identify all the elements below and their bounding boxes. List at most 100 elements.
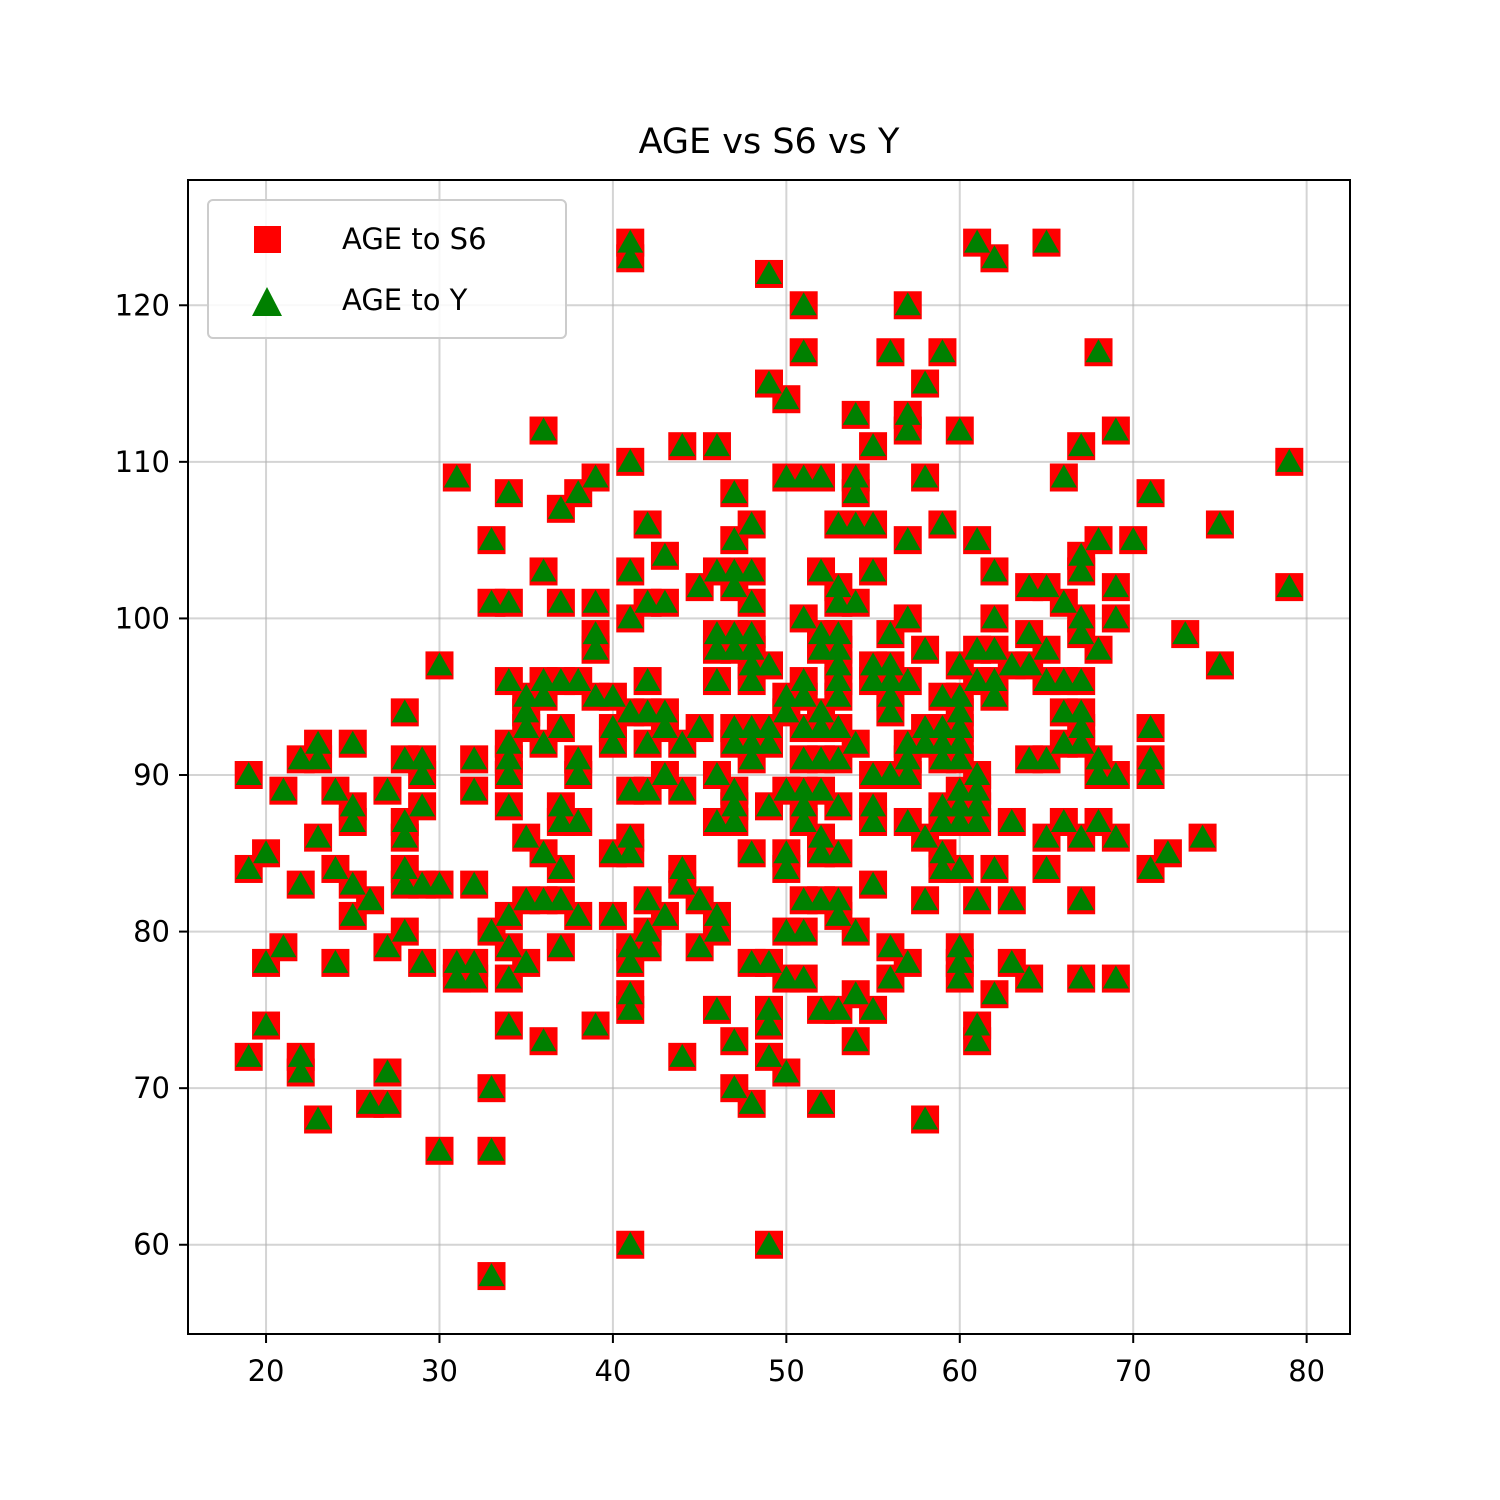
age-to-y-point (790, 668, 817, 692)
age-to-y-point (721, 793, 748, 817)
age-to-y-point (825, 636, 852, 660)
age-to-y-point (825, 589, 852, 613)
age-to-y-point (738, 511, 765, 535)
age-to-y-point (617, 229, 644, 253)
age-to-y-point (617, 448, 644, 472)
age-to-y-point (270, 934, 297, 958)
age-to-y-point (409, 949, 436, 973)
age-to-y-point (721, 1075, 748, 1099)
age-to-y-point (1068, 824, 1095, 848)
age-to-y-point (686, 934, 713, 958)
age-to-y-point (825, 793, 852, 817)
age-to-y-point (929, 808, 956, 832)
age-to-y-point (998, 949, 1025, 973)
age-to-y-point (790, 777, 817, 801)
age-to-y-point (756, 730, 782, 754)
age-to-y-point (946, 934, 973, 958)
age-to-y-point (530, 417, 557, 441)
age-to-y-point (686, 574, 713, 598)
age-to-y-point (808, 996, 835, 1020)
age-to-y-point (703, 918, 730, 942)
age-to-y-point (495, 746, 522, 770)
age-to-y-point (721, 715, 748, 739)
age-to-y-point (1085, 527, 1112, 551)
age-to-y-point (669, 777, 696, 801)
age-to-y-point (946, 949, 973, 973)
age-to-y-point (339, 730, 366, 754)
age-to-y-point (1016, 965, 1043, 989)
age-to-y-point (599, 730, 626, 754)
age-to-y-point (842, 401, 869, 425)
age-to-y-point (703, 558, 730, 582)
age-to-y-point (634, 589, 661, 613)
age-to-y-point (669, 433, 696, 457)
age-to-y-point (738, 715, 765, 739)
age-to-y-point (1050, 730, 1077, 754)
x-axis-ticks: 20 30 40 50 60 70 80 (248, 1334, 1325, 1388)
age-to-y-point (894, 730, 921, 754)
age-to-y-point (565, 668, 592, 692)
y-axis-ticks: 60 70 80 90 100 110 120 (115, 288, 188, 1262)
age-to-y-point (565, 902, 592, 926)
age-to-y-point (981, 605, 1008, 629)
age-to-y-point (391, 746, 418, 770)
age-to-y-point (981, 636, 1008, 660)
age-to-y-point (842, 511, 869, 535)
age-to-y-point (1085, 762, 1112, 786)
age-to-y-point (808, 746, 835, 770)
age-to-y-point (287, 1059, 314, 1083)
age-to-y-point (253, 840, 280, 864)
age-to-y-point (339, 808, 366, 832)
age-to-y-point (825, 683, 852, 707)
age-to-y-point (478, 1263, 505, 1287)
age-to-y-point (287, 746, 314, 770)
age-to-y-point (1068, 558, 1095, 582)
age-to-y-point (530, 730, 557, 754)
age-to-y-point (912, 730, 939, 754)
age-to-y-point (686, 715, 713, 739)
age-to-y-point (634, 934, 661, 958)
age-to-y-point (461, 871, 488, 895)
age-to-y-point (1102, 574, 1129, 598)
age-to-y-point (634, 511, 661, 535)
age-to-y-point (946, 730, 973, 754)
age-to-y-point (738, 1090, 765, 1114)
age-to-y-point (547, 495, 574, 519)
age-to-y-point (825, 996, 852, 1020)
age-to-y-point (253, 949, 280, 973)
age-to-y-point (946, 417, 973, 441)
age-to-y-point (634, 668, 661, 692)
age-to-y-point (478, 1075, 505, 1099)
age-to-y-point (894, 808, 921, 832)
age-to-y-point (877, 668, 904, 692)
age-to-y-point (825, 574, 852, 598)
y-tick-label: 120 (115, 288, 170, 322)
age-to-y-point (790, 605, 817, 629)
age-to-y-point (946, 699, 973, 723)
age-to-y-point (1102, 762, 1129, 786)
age-to-y-point (773, 386, 800, 410)
age-to-y-point (842, 730, 869, 754)
age-to-y-point (998, 652, 1025, 676)
age-to-y-point (703, 762, 730, 786)
age-to-y-point (1137, 480, 1164, 504)
age-to-y-point (530, 887, 557, 911)
age-to-y-point (912, 824, 939, 848)
age-to-y-point (790, 746, 817, 770)
age-to-y-point (530, 683, 557, 707)
age-to-y-point (703, 996, 730, 1020)
age-to-y-point (756, 652, 782, 676)
y-tick-label: 60 (133, 1228, 170, 1262)
data-points (234, 228, 1304, 1291)
age-to-y-point (738, 730, 765, 754)
age-to-y-point (929, 339, 956, 363)
age-to-y-point (912, 370, 939, 394)
age-to-y-point (1068, 965, 1095, 989)
age-to-y-point (738, 636, 765, 660)
age-to-y-point (894, 527, 921, 551)
age-to-y-point (964, 636, 991, 660)
age-to-y-point (738, 840, 765, 864)
age-to-y-point (842, 918, 869, 942)
age-to-y-point (1137, 715, 1164, 739)
x-tick-label: 50 (768, 1354, 805, 1388)
